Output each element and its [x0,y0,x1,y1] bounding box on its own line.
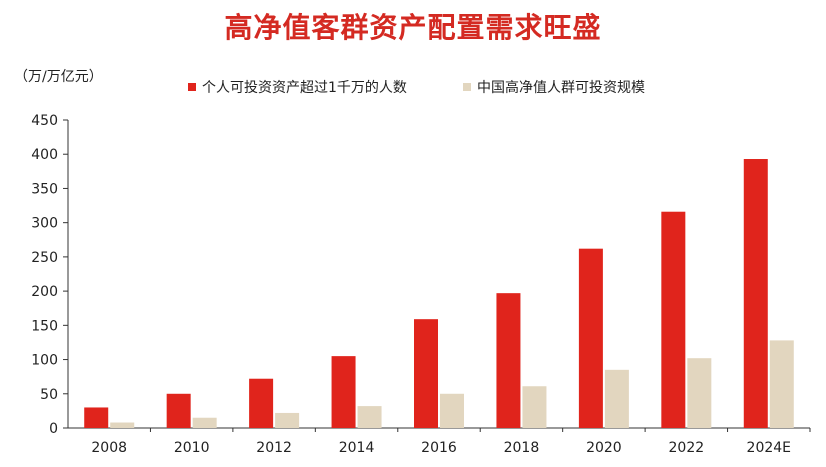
legend-label-series-1: 个人可投资资产超过1千万的人数 [202,80,407,96]
legend-item-series-2: 中国高净值人群可投资规模 [463,77,645,97]
bar-series-2-2010 [192,417,217,428]
legend-swatch-beige-icon [463,83,471,91]
legend-swatch-red-icon [188,83,196,91]
x-tick-label: 2022 [669,440,705,456]
x-tick-label: 2020 [586,440,622,456]
legend-item-series-1: 个人可投资资产超过1千万的人数 [188,77,407,97]
y-axis-unit-label: （万/万亿元） [14,69,103,85]
y-tick-label: 450 [31,113,58,129]
y-tick-label: 250 [31,250,58,266]
x-tick-label: 2012 [256,440,292,456]
x-tick-label: 2008 [91,440,127,456]
bar-series-1-2024E [743,159,768,428]
y-tick-label: 200 [31,284,58,300]
x-tick-label: 2024E [747,440,791,456]
y-tick-label: 100 [31,353,58,369]
bar-series-2-2018 [522,386,547,428]
bar-series-1-2014 [331,356,356,428]
bar-series-1-2012 [249,378,274,428]
y-tick-label: 350 [31,181,58,197]
x-tick-label: 2010 [174,440,210,456]
bar-series-2-2020 [604,369,629,428]
bar-series-2-2022 [687,358,712,428]
y-tick-label: 50 [40,387,58,403]
bar-series-2-2016 [440,393,464,428]
bar-series-1-2022 [661,211,686,428]
x-tick-label: 2018 [504,440,540,456]
bar-series-1-2018 [496,293,521,428]
bar-series-2-2012 [275,412,300,428]
x-tick-label: 2014 [339,440,375,456]
bar-series-2-2008 [110,422,135,428]
y-tick-label: 300 [31,216,58,232]
bar-series-1-2016 [414,319,438,428]
x-tick-label: 2016 [421,440,457,456]
y-tick-label: 0 [49,421,58,437]
y-tick-label: 400 [31,147,58,163]
bar-series-1-2008 [84,407,109,428]
legend-label-series-2: 中国高净值人群可投资规模 [477,80,645,96]
bar-series-1-2010 [166,393,191,428]
y-tick-label: 150 [31,318,58,334]
bar-series-2-2024E [769,340,794,428]
bar-series-1-2020 [578,248,603,428]
chart-title: 高净值客群资产配置需求旺盛 [224,11,602,44]
bar-series-2-2014 [357,406,382,428]
